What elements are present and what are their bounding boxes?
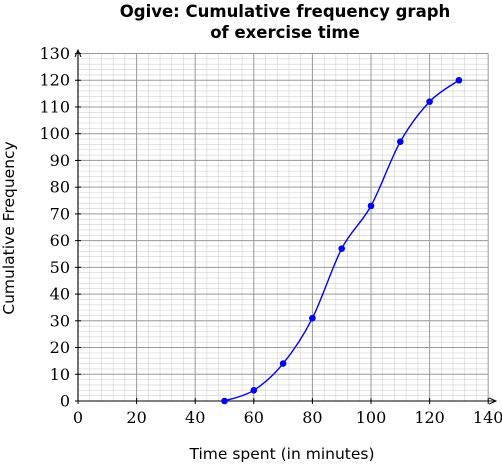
x-tick-label: 120 bbox=[414, 408, 445, 427]
data-point bbox=[455, 76, 463, 84]
y-tick-label: 10 bbox=[50, 365, 70, 384]
y-tick-label: 30 bbox=[50, 311, 70, 330]
axes bbox=[78, 51, 495, 401]
y-tick-labels: 0 10 20 30 40 50 60 70 80 90 100 110 120 130 bbox=[39, 44, 81, 411]
data-point bbox=[426, 98, 433, 105]
data-point bbox=[221, 397, 228, 405]
chart-title-line-1: Ogive: Cumulative frequency graph bbox=[119, 2, 451, 21]
data-point bbox=[250, 387, 258, 394]
x-tick-labels: 0 20 40 60 80 100 120 140 bbox=[73, 398, 502, 427]
data-point bbox=[397, 138, 404, 146]
x-tick-label: 140 bbox=[473, 408, 502, 427]
series-group bbox=[221, 76, 463, 405]
y-axis-label: Cumulative Frequency bbox=[0, 141, 18, 314]
y-tick-label: 130 bbox=[39, 44, 70, 63]
x-tick-label: 60 bbox=[244, 408, 264, 427]
y-tick-label: 110 bbox=[39, 97, 70, 116]
x-tick-label: 80 bbox=[302, 408, 322, 427]
x-axis-label: Time spent (in minutes) bbox=[188, 445, 374, 463]
data-point bbox=[367, 202, 375, 210]
x-tick-label: 40 bbox=[185, 408, 205, 427]
data-point bbox=[309, 314, 316, 322]
y-tick-label: 20 bbox=[50, 338, 70, 357]
y-tick-label: 100 bbox=[39, 124, 70, 143]
x-tick-label: 20 bbox=[126, 408, 146, 427]
y-tick-label: 0 bbox=[60, 392, 70, 411]
data-point bbox=[279, 360, 287, 367]
y-tick-label: 50 bbox=[50, 258, 70, 277]
y-tick-label: 40 bbox=[50, 285, 70, 304]
chart-title: Ogive: Cumulative frequency graph of exe… bbox=[50, 1, 502, 43]
y-tick-label: 70 bbox=[50, 204, 70, 223]
major-grid bbox=[78, 53, 489, 401]
data-point bbox=[338, 245, 346, 252]
y-tick-label: 90 bbox=[50, 151, 70, 170]
y-tick-label: 60 bbox=[50, 231, 70, 250]
x-tick-label: 0 bbox=[73, 408, 83, 427]
y-tick-label: 120 bbox=[39, 71, 70, 90]
y-tick-label: 80 bbox=[50, 178, 70, 197]
x-tick-label: 100 bbox=[356, 408, 387, 427]
chart-title-line-2: of exercise time bbox=[210, 23, 360, 42]
